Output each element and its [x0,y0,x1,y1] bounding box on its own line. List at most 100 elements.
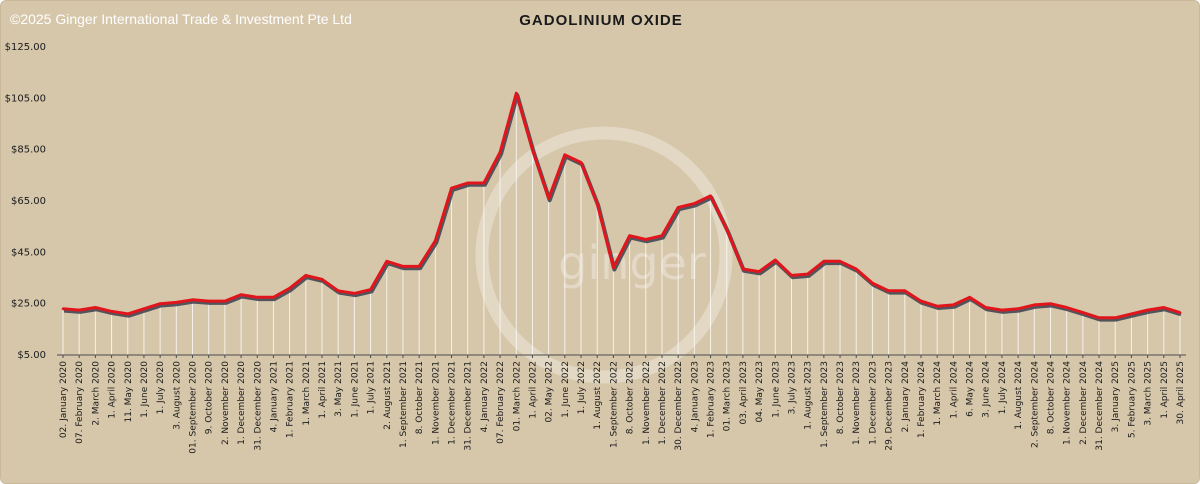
x-tick-label: 1. September 2023 [820,361,830,448]
data-point [417,265,421,268]
x-tick-label: 2. January 2024 [901,361,911,433]
x-tick-label: 1. December 2023 [868,361,878,445]
data-point [94,306,97,309]
data-point [531,148,534,151]
x-tick-label: 5. February 2025 [1127,361,1137,438]
data-point [482,181,486,185]
x-tick-label: 4. January 2023 [690,361,700,432]
data-point [773,258,777,262]
data-point [806,272,809,276]
data-point [595,202,599,205]
x-tick-label: 11. May 2020 [124,361,134,423]
x-tick-label: 1. April 2022 [528,361,538,419]
data-point [401,265,405,268]
x-axis: 02. January 2020 07. February 2020 2. Marc… [59,355,1186,454]
x-tick-label: 04. May 2023 [755,361,765,423]
x-tick-label: 1. December 2022 [658,361,668,445]
data-point [1016,307,1020,311]
copyright-text: ©2025 Ginger International Trade & Inves… [10,11,352,27]
data-point [466,181,470,185]
data-point [709,194,712,198]
x-tick-label: 1. December 2020 [237,361,247,445]
x-tick-label: 1. April 2020 [108,361,118,419]
x-tick-label: 2. September 2024 [1030,361,1040,448]
x-tick-label: 1. November 2023 [852,361,862,445]
series-line [62,91,1181,320]
x-tick-label: 1. April 2025 [1160,361,1170,419]
x-tick-label: 01. September 2020 [189,361,199,454]
x-tick-label: 1. November 2021 [431,361,441,445]
x-tick-label: 1. April 2021 [318,361,328,419]
drop-lines [62,93,1181,355]
data-point [725,227,729,231]
data-point [514,91,518,95]
x-tick-label: 1. July 2024 [998,361,1008,415]
data-point [223,299,227,303]
data-point [320,277,324,281]
x-tick-label: 1. June 2021 [350,361,360,418]
data-point [191,298,194,302]
x-tick-label: 07. February 2020 [75,361,85,444]
x-tick-label: 1. November 2024 [1063,361,1073,445]
data-point [1146,308,1149,312]
data-point [498,150,502,154]
data-point [757,270,761,273]
x-tick-label: 8. October 2021 [415,361,425,434]
x-tick-label: 4. January 2022 [480,361,490,432]
data-point [919,299,923,303]
data-point [871,281,874,285]
x-tick-label: 02. May 2022 [545,361,555,423]
data-point [353,292,356,295]
y-tick-label: $5.00 [17,350,46,361]
x-tick-label: 1. August 2022 [593,361,603,430]
series-line-shadow [63,93,1182,322]
data-point [1178,311,1182,314]
data-point [822,260,826,263]
data-point [1113,316,1117,320]
x-tick-label: 29. December 2023 [885,361,895,451]
x-tick-label: 3. March 2025 [1144,361,1154,426]
data-point [612,266,615,270]
watermark-text: ginger [558,236,706,290]
x-tick-label: 3. June 2024 [982,361,992,418]
x-tick-label: 1. September 2022 [609,361,619,448]
x-tick-label: 07. February 2022 [496,361,506,444]
data-point [660,234,664,237]
x-tick-label: 3. August 2020 [172,361,182,430]
data-point [255,295,259,299]
x-tick-label: 2. August 2021 [383,361,393,430]
data-point [369,288,372,291]
data-point [547,197,550,200]
x-tick-label: 1. June 2020 [140,361,150,418]
y-tick-label: $105.00 [5,93,46,104]
data-point [158,302,162,305]
x-tick-label: 1. September 2021 [399,361,409,448]
data-point [741,267,745,271]
data-point [563,153,567,157]
data-point [628,234,631,237]
data-point [385,260,389,263]
chart-title: GADOLINIUM OXIDE [519,12,683,29]
x-tick-label: 01. March 2023 [723,361,733,431]
x-tick-label: 1. March 2021 [302,361,312,426]
data-point [1081,311,1085,314]
x-tick-label: 8. October 2022 [626,361,636,434]
x-tick-label: 9. October 2020 [205,361,215,435]
x-tick-label: 1. June 2022 [561,361,571,418]
x-tick-label: 30. April 2025 [1176,361,1186,425]
data-point [142,307,146,311]
data-point [887,289,890,293]
data-point [1033,303,1036,307]
x-tick-label: 1. July 2022 [577,361,587,414]
data-point [336,289,340,293]
x-tick-label: 30. December 2022 [674,361,684,451]
y-axis: $5.00 $25.00 $45.00 $65.00 $85.00 $105.00 $125… [5,42,46,361]
x-tick-label: 01. March 2022 [512,361,522,431]
data-point [61,307,65,311]
data-point [1049,302,1052,305]
data-point [1097,316,1101,320]
x-tick-label: 02. January 2020 [59,361,69,438]
y-tick-label: $45.00 [11,247,46,258]
data-point [1000,308,1004,312]
